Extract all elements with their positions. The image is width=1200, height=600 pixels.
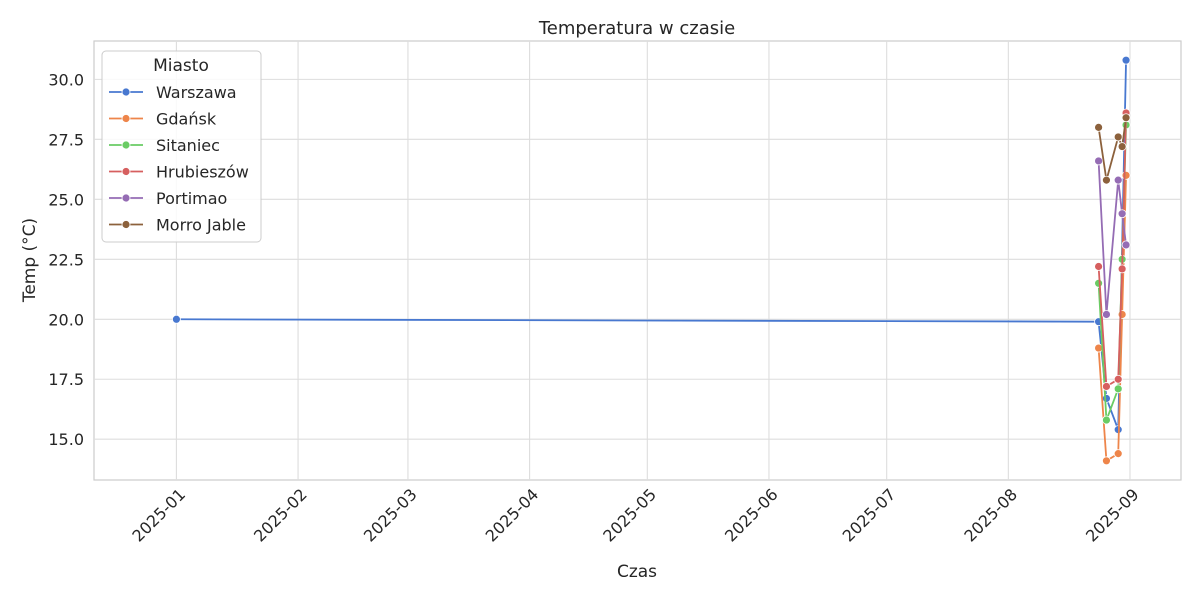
x-tick-label: 2025-04 [482, 485, 543, 546]
y-tick-label: 27.5 [48, 130, 84, 149]
legend-item: Gdańsk [109, 110, 217, 129]
legend-label: Sitaniec [156, 136, 220, 155]
x-tick-label: 2025-03 [360, 485, 421, 546]
data-point [1113, 384, 1123, 394]
x-tick-label: 2025-08 [960, 485, 1021, 546]
data-point [1121, 170, 1131, 180]
legend-marker [121, 167, 131, 176]
y-tick-label: 17.5 [48, 370, 84, 389]
y-tick-label: 20.0 [48, 310, 84, 329]
legend-label: Gdańsk [156, 110, 217, 129]
y-tick-layer: 15.0 17.5 20.0 22.5 25.0 27.5 30.0 [48, 70, 84, 449]
legend-marker [121, 220, 131, 229]
legend-box [101, 50, 262, 243]
x-tick-label: 2025-02 [250, 485, 311, 546]
data-point [1113, 175, 1123, 185]
x-tick-label: 2025-05 [599, 485, 660, 546]
plot-area [93, 40, 1182, 481]
data-point [1121, 113, 1131, 123]
data-point [1094, 156, 1103, 166]
legend-item: Hrubieszów [109, 163, 249, 182]
data-point [1102, 310, 1111, 319]
legend-marker [121, 87, 131, 97]
legend-title: Miasto [153, 56, 209, 76]
legend-marker [121, 114, 131, 123]
data-point [1102, 415, 1111, 425]
series-morro-jable [1094, 113, 1131, 185]
legend-label: Hrubieszów [156, 163, 249, 182]
y-tick-label: 30.0 [48, 70, 84, 89]
x-tick-label: 2025-07 [839, 485, 900, 546]
data-point [1094, 262, 1103, 271]
data-point [1121, 240, 1131, 250]
legend-label: Warszawa [156, 83, 237, 102]
data-point [1102, 175, 1111, 185]
y-tick-label: 22.5 [48, 250, 84, 269]
x-axis-title: Czas [617, 562, 657, 582]
data-point [1117, 209, 1127, 219]
data-point [1113, 374, 1123, 384]
data-point [1117, 310, 1127, 319]
data-point [1094, 122, 1103, 132]
data-point [1117, 142, 1127, 151]
series-portimao [1094, 156, 1131, 319]
series-layer [172, 55, 1131, 466]
chart-title: Temperatura w czasie [538, 18, 735, 39]
legend-item: Morro Jable [109, 216, 246, 235]
data-point [1113, 132, 1123, 142]
y-tick-label: 15.0 [48, 430, 84, 449]
legend-label: Morro Jable [156, 216, 246, 235]
data-point [1102, 394, 1111, 403]
legend-marker [121, 140, 131, 150]
x-tick-label: 2025-09 [1082, 485, 1143, 546]
legend-item: Sitaniec [109, 136, 220, 155]
legend-item: Portimao [109, 189, 227, 208]
legend: Miasto Warszawa Gdańsk Sitaniec Hrubieszów P… [101, 50, 262, 243]
legend-marker [121, 193, 131, 203]
data-point [1102, 456, 1111, 466]
x-tick-layer: 2025-01 2025-02 2025-03 2025-04 2025-05 2025-… [128, 485, 1142, 546]
legend-label: Portimao [156, 189, 227, 208]
y-tick-label: 25.0 [48, 190, 84, 209]
data-point [1117, 264, 1127, 274]
data-point [1121, 55, 1131, 65]
x-tick-label: 2025-01 [128, 485, 189, 546]
y-axis-title: Temp (°C) [20, 218, 40, 303]
data-point [1113, 449, 1123, 459]
data-point [172, 314, 181, 324]
data-point [1094, 278, 1103, 288]
legend-item: Warszawa [109, 83, 237, 102]
x-tick-label: 2025-06 [721, 485, 782, 546]
data-point [1102, 382, 1111, 391]
